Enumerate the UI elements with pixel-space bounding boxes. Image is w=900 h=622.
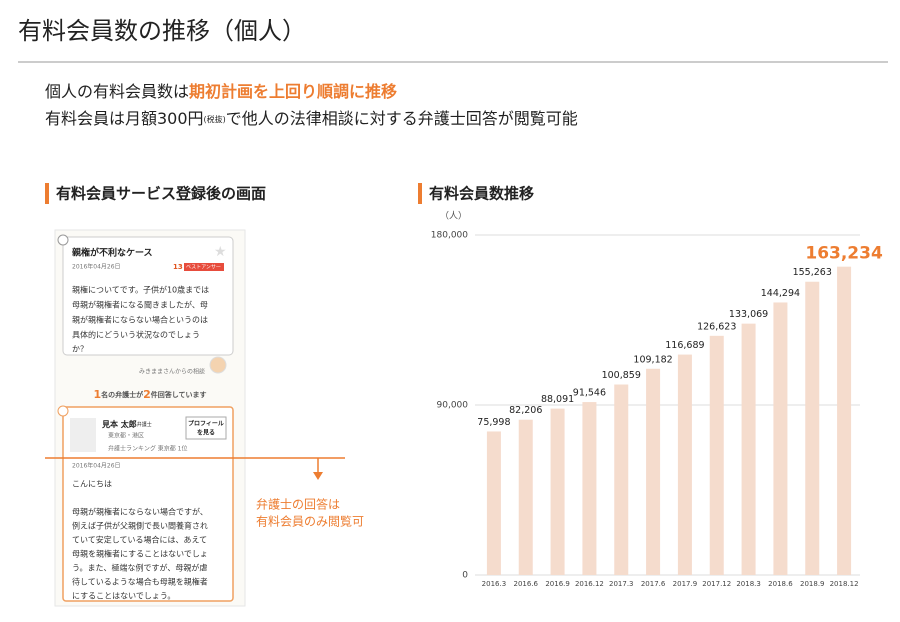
bar: [550, 408, 565, 575]
question-title: 親権が不利なケース: [72, 247, 153, 259]
asker: みきままさんからの相談: [139, 368, 205, 376]
x-tick-label: 2018.6: [768, 580, 793, 588]
x-tick-label: 2018.9: [800, 580, 825, 588]
question-date: 2016年04月26日: [72, 263, 121, 271]
answer-count-text: 名の弁護士が: [101, 390, 143, 399]
summary-text: で他人の法律相談に対する弁護士回答が閲覧可能: [226, 109, 578, 128]
greeting: こんにちは: [72, 480, 112, 489]
question-line: 親権についてです。子供が10歳までは: [72, 285, 209, 295]
value-label: 155,263: [793, 267, 832, 278]
x-tick-label: 2016.9: [545, 580, 570, 588]
lawyer-name: 見本 太郎弁護士: [101, 419, 152, 429]
profile-button-text: プロフィール: [188, 420, 224, 428]
answer-line: 母親を親権者にすることはないでしょ: [72, 549, 208, 559]
summary-text: 個人の有料会員数は: [45, 82, 189, 101]
bar: [677, 354, 692, 575]
profile-button-text: を見る: [197, 429, 215, 437]
summary-text: 有料会員は月額300円: [45, 109, 204, 128]
answer-line: ていて安定している場合には、あえて: [72, 535, 207, 545]
bar: [646, 368, 661, 575]
bar: [582, 402, 597, 575]
slide-title: 有料会員数の推移（個人）: [18, 17, 306, 45]
value-label: 100,859: [602, 370, 641, 381]
lawyer-photo: [70, 418, 96, 452]
value-label: 133,069: [729, 309, 768, 320]
bar-chart: 0 90,000 180,000 2016.3 75,998 2016.6 82,206 20…: [431, 231, 883, 589]
section-marker: [45, 183, 49, 204]
x-tick-label: 2016.12: [575, 580, 604, 588]
x-tick-label: 2018.12: [830, 580, 859, 588]
summary-note: (税抜): [204, 114, 226, 124]
x-tick-label: 2017.12: [702, 580, 731, 588]
answer-count: 1名の弁護士が2件回答しています: [93, 388, 206, 401]
annotation: 弁護士の回答は: [256, 497, 340, 512]
question-line: か？: [72, 345, 88, 354]
badge-text: ベストアンサー: [186, 265, 221, 271]
x-tick-label: 2017.3: [609, 580, 634, 588]
badge: [184, 263, 224, 271]
answer-line: 待しているような場合も母親を親権者: [72, 577, 208, 587]
question-line: 具体的にどういう状況なのでしょう: [72, 330, 200, 340]
answer-line: 例えば子供が父親側で長い間養育され: [72, 521, 208, 531]
lawyer-title: 弁護士: [137, 421, 152, 428]
q-icon: [57, 234, 69, 246]
summary-line: 有料会員は月額300円(税抜)で他人の法律相談に対する弁護士回答が閲覧可能: [45, 109, 578, 128]
value-label: 91,546: [573, 388, 606, 399]
section-title: 有料会員数推移: [429, 185, 534, 203]
arrow-head: [313, 472, 323, 480]
value-label: 88,091: [541, 394, 574, 405]
lawyer-rank: 弁護士ランキング 東京都 1位: [108, 445, 187, 453]
x-tick-label: 2016.6: [514, 580, 539, 588]
value-label: 126,623: [697, 321, 736, 332]
section-marker: [418, 183, 422, 204]
answer-line: にすることはないでしょう。: [72, 592, 175, 601]
answer-date: 2016年04月26日: [72, 462, 121, 470]
value-label: 116,689: [665, 340, 704, 351]
bar: [518, 419, 533, 575]
y-tick-label: 0: [462, 571, 468, 581]
profile-button[interactable]: [185, 416, 227, 440]
value-label: 109,182: [633, 354, 672, 365]
star-icon: ★: [214, 244, 227, 260]
lawyer-location: 東京都・港区: [108, 432, 144, 440]
answer-line: う。また、極端な例ですが、母親が虐: [72, 563, 207, 573]
question-line: 親が親権者にならない場合というのは: [72, 315, 208, 325]
question-line: 母親が親権者になる聞きましたが、母: [72, 300, 208, 310]
answer-count-text: 件回答しています: [151, 390, 207, 399]
y-tick-label: 180,000: [431, 231, 468, 241]
summary-line: 個人の有料会員数は期初計画を上回り順調に推移: [45, 82, 397, 101]
x-tick-label: 2018.3: [736, 580, 761, 588]
app-mockup: 親権が不利なケース ★ 2016年04月26日 13 ベストアンサー 親権につい…: [54, 229, 246, 607]
bar: [614, 384, 629, 575]
answer-count-num: 2: [143, 388, 151, 401]
lawyer-name-text: 見本 太郎: [101, 419, 137, 429]
a-icon: [57, 405, 69, 417]
answer-count-num: 1: [93, 388, 101, 401]
bar: [805, 281, 820, 575]
helpful-count: 13: [173, 263, 183, 271]
bar: [773, 302, 788, 575]
x-tick-label: 2017.6: [641, 580, 666, 588]
section-title: 有料会員サービス登録後の画面: [56, 185, 266, 203]
value-label: 144,294: [761, 288, 800, 299]
bar: [709, 335, 724, 575]
bar: [486, 431, 501, 575]
value-label: 75,998: [477, 417, 510, 428]
avatar: [209, 356, 227, 374]
answer-line: 母親が親権者にならない場合ですが、: [72, 507, 208, 517]
bar: [837, 266, 852, 575]
bar: [741, 323, 756, 575]
value-label: 82,206: [509, 405, 542, 416]
y-tick-label: 90,000: [437, 401, 469, 411]
x-tick-label: 2017.9: [673, 580, 698, 588]
x-tick-label: 2016.3: [482, 580, 507, 588]
y-unit: （人）: [440, 211, 467, 222]
annotation: 有料会員のみ閲覧可: [256, 515, 364, 529]
summary-highlight: 期初計画を上回り順調に推移: [189, 82, 397, 101]
value-label: 163,234: [805, 244, 883, 264]
answer-card: [62, 406, 234, 602]
